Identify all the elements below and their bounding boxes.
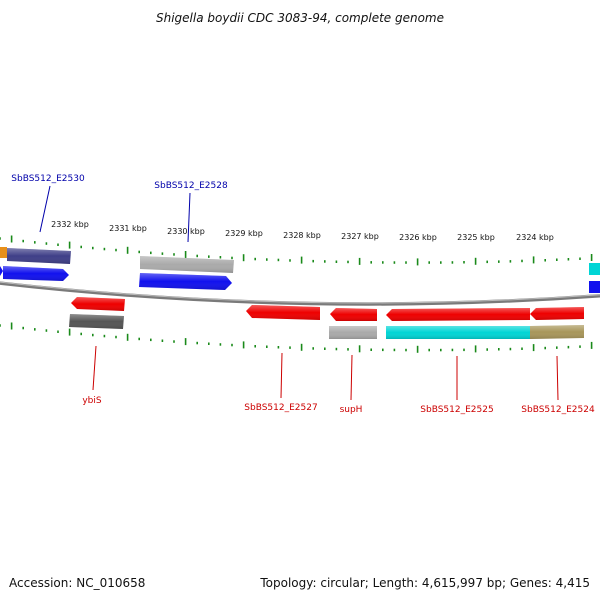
tick-label: 2324 kbp xyxy=(516,233,554,242)
leader-suph xyxy=(350,354,353,401)
gene-label-ybis[interactable]: ybiS xyxy=(82,396,102,406)
outer-tick-track xyxy=(0,235,593,266)
leader-sbbs512-e2527 xyxy=(280,352,283,399)
label-leaders xyxy=(39,185,559,401)
leader-sbbs512-e2530 xyxy=(39,185,51,233)
feature-shading xyxy=(3,248,584,339)
gene-label-sbbs512-e2530[interactable]: SbBS512_E2530 xyxy=(11,174,85,184)
gene-labels: SbBS512_E2530 SbBS512_E2528 ybiS SbBS512… xyxy=(11,174,595,415)
map-title: Shigella boydii CDC 3083-94, complete ge… xyxy=(156,11,444,25)
tick-label: 2332 kbp xyxy=(51,220,89,229)
leader-ybis xyxy=(92,345,97,391)
gene-feature-blue-right[interactable] xyxy=(589,281,600,293)
gene-label-sbbs512-e2527[interactable]: SbBS512_E2527 xyxy=(244,403,317,413)
tick-label: 2330 kbp xyxy=(167,227,205,236)
tick-label: 2329 kbp xyxy=(225,229,263,238)
tick-labels: 2332 kbp 2331 kbp 2330 kbp 2329 kbp 2328… xyxy=(51,220,554,242)
tick-label: 2331 kbp xyxy=(109,224,147,233)
accession-text: Accession: NC_010658 xyxy=(9,576,145,590)
leader-sbbs512-e2524 xyxy=(556,355,559,401)
tick-label: 2328 kbp xyxy=(283,231,321,240)
gene-label-sbbs512-e2528[interactable]: SbBS512_E2528 xyxy=(154,181,228,191)
leader-sbbs512-e2528 xyxy=(187,192,191,243)
gene-feature-left-arrow[interactable] xyxy=(0,266,3,276)
tick-label: 2325 kbp xyxy=(457,233,495,242)
genome-summary-text: Topology: circular; Length: 4,615,997 bp… xyxy=(259,576,590,590)
gene-label-sbbs512-e2524[interactable]: SbBS512_E2524 xyxy=(521,405,595,415)
forward-features xyxy=(0,247,600,293)
genome-backbone-highlight xyxy=(0,281,600,304)
tick-label: 2327 kbp xyxy=(341,232,379,241)
gene-feature-cyan-right[interactable] xyxy=(589,263,600,275)
tick-label: 2326 kbp xyxy=(399,233,437,242)
gene-feature-orange[interactable] xyxy=(0,247,7,258)
genome-backbone xyxy=(0,281,600,306)
gene-label-sbbs512-e2525[interactable]: SbBS512_E2525 xyxy=(420,405,493,415)
inner-tick-track xyxy=(0,322,593,353)
gene-label-suph[interactable]: supH xyxy=(340,405,363,415)
